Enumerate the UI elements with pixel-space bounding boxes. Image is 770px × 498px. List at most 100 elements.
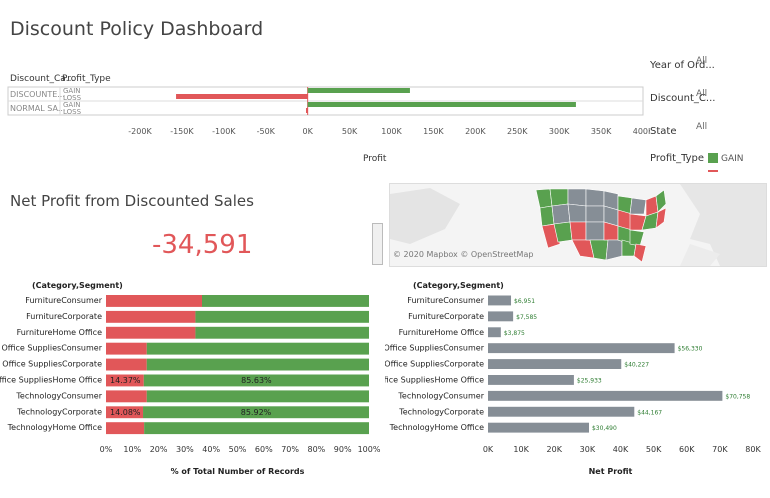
category-label: TechnologyCorporate (398, 407, 484, 416)
net-profit-bar (488, 422, 589, 433)
category-label: Office SuppliesConsumer (385, 344, 485, 353)
x-tick-label: 60% (255, 445, 273, 454)
profit-type-label: LOSS (63, 94, 82, 102)
gain-share-bar (143, 406, 369, 419)
filter-year-label: Year of Ord... (650, 60, 715, 71)
category-label: FurnitureHome Office (399, 328, 485, 337)
profit-type-label: GAIN (63, 87, 81, 95)
category-label: Office SuppliesCorporate (385, 360, 484, 369)
x-tick-label: 100% (358, 445, 381, 454)
x-tick-label: 350K (591, 127, 612, 136)
net-profit-value-label: $70,758 (725, 393, 750, 400)
x-tick-label: -200K (128, 127, 152, 136)
x-tick-label: 100K (381, 127, 402, 136)
profit-type-label: GAIN (63, 101, 81, 109)
x-tick-label: 20K (547, 445, 563, 454)
legend-gain-swatch (708, 153, 718, 163)
category-label: Office SuppliesCorporate (2, 360, 102, 369)
x-tick-label: 250K (507, 127, 528, 136)
loss-share-bar (106, 422, 145, 435)
category-label: Office SuppliesConsumer (1, 344, 102, 353)
gain-share-bar (146, 358, 369, 371)
net-profit-value-label: $6,951 (514, 298, 535, 305)
x-tick-label: 70% (281, 445, 299, 454)
category-label: TechnologyHome Office (7, 423, 102, 432)
x-tick-label: -150K (170, 127, 194, 136)
net-profit-bar (488, 295, 512, 306)
x-tick-label: 50K (646, 445, 662, 454)
gain-share-bar (144, 422, 369, 435)
category-label: FurnitureConsumer (25, 296, 102, 305)
us-state-map[interactable] (389, 183, 767, 267)
header-category-segment: (Category,Segment) (32, 281, 123, 290)
header-profit-type: Profit_Type (62, 74, 111, 84)
x-tick-label: 50% (229, 445, 247, 454)
legend-title: Profit_Type (650, 153, 705, 164)
net-profit-bar (488, 406, 635, 417)
loss-share-bar (106, 295, 202, 307)
x-tick-label: 0% (100, 445, 113, 454)
gain-bar (307, 88, 410, 93)
net-profit-bar (488, 390, 723, 401)
x-tick-label: 0K (483, 445, 494, 454)
x-tick-label: 400K (633, 127, 650, 136)
net-profit-bar (488, 311, 514, 322)
x-tick-label: 70K (712, 445, 728, 454)
x-tick-label: 90% (334, 445, 352, 454)
category-label: TechnologyHome Office (389, 423, 484, 432)
filter-discount-value[interactable]: All (696, 89, 708, 99)
profit-type-label: LOSS (63, 108, 82, 116)
gain-share-bar (143, 374, 369, 387)
net-profit-value-label: $44,167 (637, 409, 662, 416)
loss-share-bar (106, 390, 147, 403)
category-label: FurnitureCorporate (26, 312, 102, 321)
x-axis-title: % of Total Number of Records (171, 467, 305, 476)
x-tick-label: -50K (257, 127, 276, 136)
x-tick-label: 300K (549, 127, 570, 136)
loss-share-bar (106, 406, 144, 419)
category-label: Office SuppliesHome Office (385, 376, 484, 385)
gain-share-bar (195, 310, 369, 323)
category-label: NORMAL SA... (10, 104, 65, 113)
category-label: FurnitureHome Office (17, 328, 103, 337)
net-profit-bar (488, 343, 675, 354)
category-label: DISCOUNTE... (10, 90, 65, 99)
gain-share-bar (195, 326, 369, 339)
legend-gain-label: GAIN (721, 154, 744, 164)
net-profit-value-label: $56,330 (678, 346, 703, 353)
scroll-handle[interactable] (372, 223, 383, 265)
loss-share-bar (106, 326, 196, 339)
x-tick-label: 30K (580, 445, 596, 454)
loss-share-label: 14.08% (110, 408, 141, 417)
net-profit-value-label: $25,933 (577, 378, 602, 385)
gain-share-bar (201, 295, 369, 307)
net-profit-chart: (Category,Segment) FurnitureConsumer $6,95… (385, 281, 761, 476)
loss-bar (176, 94, 308, 99)
x-tick-label: 80% (308, 445, 326, 454)
filter-state-label: State (650, 126, 677, 137)
profit-by-discount-chart: Discount_Ca...Profit_TypeDISCOUNTE...GAI… (7, 74, 650, 164)
x-tick-label: 80K (745, 445, 761, 454)
category-label: TechnologyCorporate (16, 407, 102, 416)
filter-discount-label: Discount_C... (650, 93, 716, 104)
loss-share-bar (106, 342, 147, 355)
net-profit-value-label: $7,585 (516, 314, 537, 321)
loss-share-bar (106, 374, 144, 387)
x-tick-label: 50K (342, 127, 358, 136)
net-profit-kpi: -34,591 (152, 230, 253, 260)
records-share-chart: (Category,Segment) FurnitureConsumer Furni… (0, 281, 381, 476)
loss-bar (305, 108, 308, 113)
filter-year-value[interactable]: All (696, 56, 708, 66)
x-tick-label: 10% (123, 445, 141, 454)
gain-bar (307, 102, 576, 107)
legend-loss-swatch (708, 170, 718, 172)
net-profit-bar (488, 327, 501, 338)
x-tick-label: -100K (212, 127, 236, 136)
filter-state-value[interactable]: All (696, 122, 708, 132)
x-tick-label: 10K (513, 445, 529, 454)
net-profit-value-label: $40,227 (624, 362, 649, 369)
header-category-segment: (Category,Segment) (413, 281, 504, 290)
net-profit-value-label: $30,490 (592, 425, 617, 432)
x-tick-label: 20% (150, 445, 168, 454)
category-label: Office SuppliesHome Office (0, 376, 102, 385)
